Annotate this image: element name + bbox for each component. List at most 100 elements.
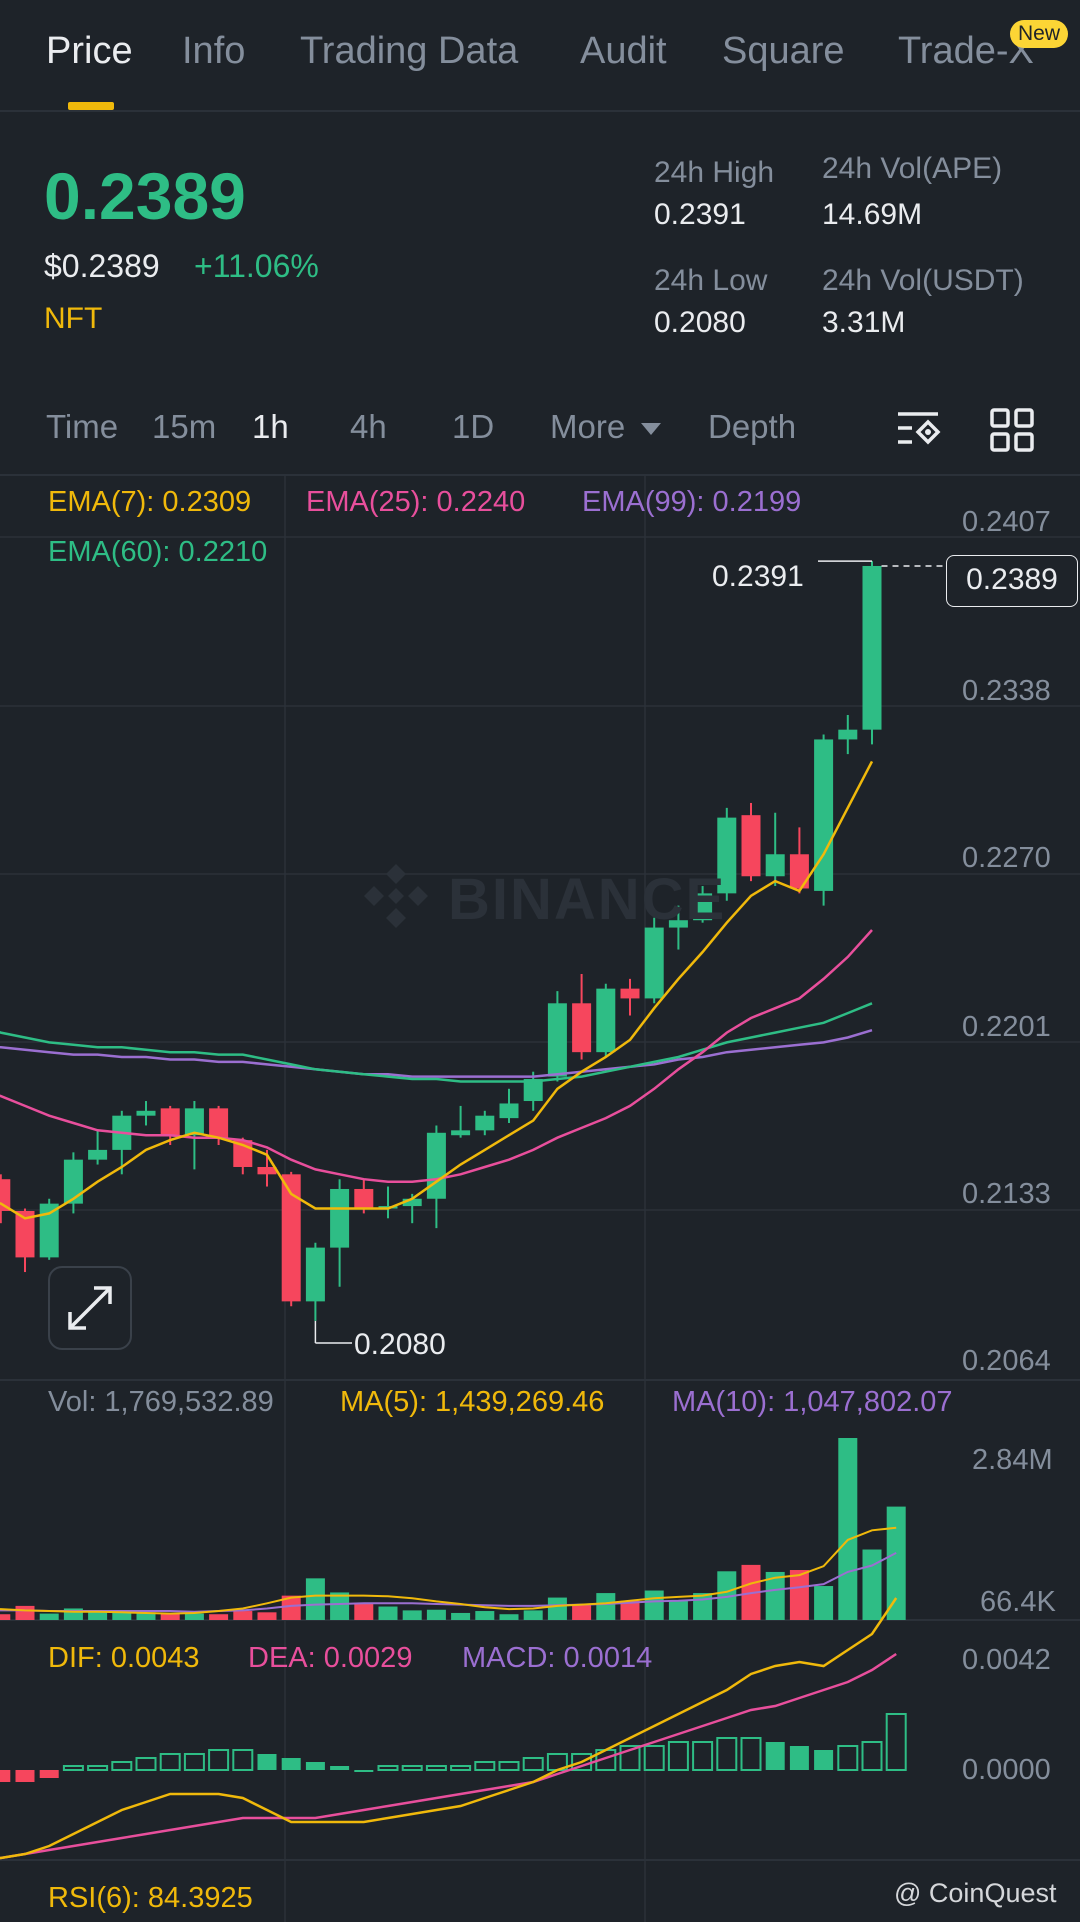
volume-bar — [886, 1506, 906, 1620]
macd-histogram-bar — [716, 1737, 738, 1771]
tab-square[interactable]: Square — [722, 30, 845, 72]
candle-body — [354, 1188, 374, 1209]
candle-body — [88, 1149, 108, 1160]
candle-body — [402, 1198, 422, 1207]
vol-ma5-legend: MA(5): 1,439,269.46 — [340, 1386, 605, 1418]
macd-histogram-bar — [619, 1745, 641, 1771]
fullscreen-button[interactable] — [48, 1266, 132, 1350]
macd-histogram-bar — [330, 1766, 350, 1770]
indicator-settings-icon[interactable] — [894, 406, 942, 454]
volume-bar — [475, 1611, 495, 1620]
low-24h-label: 24h Low — [654, 264, 768, 297]
macd-histogram-bar — [861, 1741, 883, 1771]
candle-body — [63, 1159, 83, 1204]
candle-body — [547, 1003, 567, 1077]
ema60-legend: EMA(60): 0.2210 — [48, 536, 268, 568]
timeframe-bar: Time 15m 1h 4h 1D More Depth — [0, 396, 1080, 476]
timeframe-1d[interactable]: 1D — [452, 408, 495, 445]
candle-body — [814, 739, 834, 891]
tab-price[interactable]: Price — [46, 30, 133, 72]
volume-bar — [499, 1614, 519, 1620]
macd-histogram-bar — [305, 1762, 325, 1770]
candle-body — [39, 1203, 59, 1258]
active-tab-indicator — [68, 102, 114, 110]
candle-body — [15, 1210, 35, 1258]
macd-histogram-bar — [789, 1746, 809, 1770]
timeframe-1h[interactable]: 1h — [252, 408, 289, 445]
price-axis-label: 0.2270 — [962, 842, 1051, 874]
candle-body — [330, 1188, 350, 1248]
candle-body — [596, 988, 616, 1053]
candle-body — [257, 1166, 277, 1175]
macd-histogram-bar — [208, 1749, 230, 1771]
timeframe-4h[interactable]: 4h — [350, 408, 387, 445]
price-axis-label: 0.2201 — [962, 1011, 1051, 1043]
tab-trading-data[interactable]: Trading Data — [300, 30, 519, 72]
candle-body — [862, 565, 882, 730]
timeframe-time[interactable]: Time — [46, 408, 119, 445]
candle-body — [572, 1003, 592, 1053]
candle-body — [451, 1130, 471, 1136]
volume-bar — [88, 1612, 108, 1620]
candle-body — [765, 854, 785, 877]
macd-histogram-bar — [62, 1765, 84, 1771]
last-price: 0.2389 — [44, 159, 246, 233]
macd-axis-label: 0.0000 — [962, 1754, 1051, 1786]
volume-bar — [547, 1597, 567, 1620]
volume-bar — [644, 1590, 664, 1620]
candle-body — [305, 1247, 325, 1302]
macd-histogram-bar — [281, 1758, 301, 1770]
volume-bar — [281, 1595, 301, 1620]
macd-legend: MACD: 0.0014 — [462, 1642, 653, 1674]
high-24h-value: 0.2391 — [654, 198, 746, 231]
volume-bar — [160, 1612, 180, 1620]
tab-info[interactable]: Info — [182, 30, 246, 72]
vol-ma5-line — [0, 1526, 897, 1615]
macd-histogram-bar — [87, 1765, 109, 1771]
timeframe-15m[interactable]: 15m — [152, 408, 217, 445]
volume-bar — [330, 1592, 350, 1620]
volume-bar — [257, 1612, 277, 1620]
macd-histogram-bar — [740, 1737, 762, 1771]
macd-histogram-bar — [692, 1741, 714, 1771]
layout-grid-icon[interactable] — [988, 406, 1036, 454]
volume-bar — [620, 1600, 640, 1620]
candle-body — [209, 1108, 229, 1138]
timeframe-more[interactable]: More — [550, 408, 662, 446]
low-marker-label: 0.2080 — [354, 1328, 446, 1361]
macd-histogram-bar — [354, 1770, 374, 1772]
candle-body — [475, 1115, 495, 1131]
candle-body — [620, 988, 640, 999]
macd-histogram-bar — [135, 1757, 157, 1771]
volume-bar — [305, 1578, 325, 1620]
volume-bar — [789, 1570, 809, 1620]
candle-body — [523, 1079, 543, 1102]
macd-histogram-bar — [15, 1770, 35, 1782]
current-price-tag: 0.2389 — [946, 555, 1078, 607]
candle-body — [160, 1108, 180, 1136]
dea-line — [0, 1652, 897, 1860]
volume-bar — [112, 1611, 132, 1620]
volume-bar — [451, 1612, 471, 1620]
volume-bar — [136, 1612, 156, 1620]
volume-bar — [354, 1602, 374, 1620]
depth-tab[interactable]: Depth — [708, 408, 797, 445]
vol-base-label: 24h Vol(APE) — [822, 152, 1003, 185]
macd-histogram-bar — [425, 1765, 447, 1771]
dea-legend: DEA: 0.0029 — [248, 1642, 413, 1674]
volume-bar — [693, 1593, 713, 1620]
category-tag[interactable]: NFT — [44, 302, 103, 335]
volume-bar — [838, 1438, 858, 1620]
ema25-line — [0, 929, 873, 1183]
candle-body — [426, 1132, 446, 1199]
candle-body — [741, 815, 761, 877]
macd-histogram-bar — [474, 1761, 496, 1771]
volume-bar — [233, 1611, 253, 1620]
tab-audit[interactable]: Audit — [580, 30, 667, 72]
macd-histogram-bar — [450, 1765, 472, 1771]
watermark: BINANCE — [448, 867, 727, 932]
ema99-line — [0, 1029, 873, 1078]
high-24h-label: 24h High — [654, 156, 775, 189]
volume-bar — [15, 1605, 35, 1620]
